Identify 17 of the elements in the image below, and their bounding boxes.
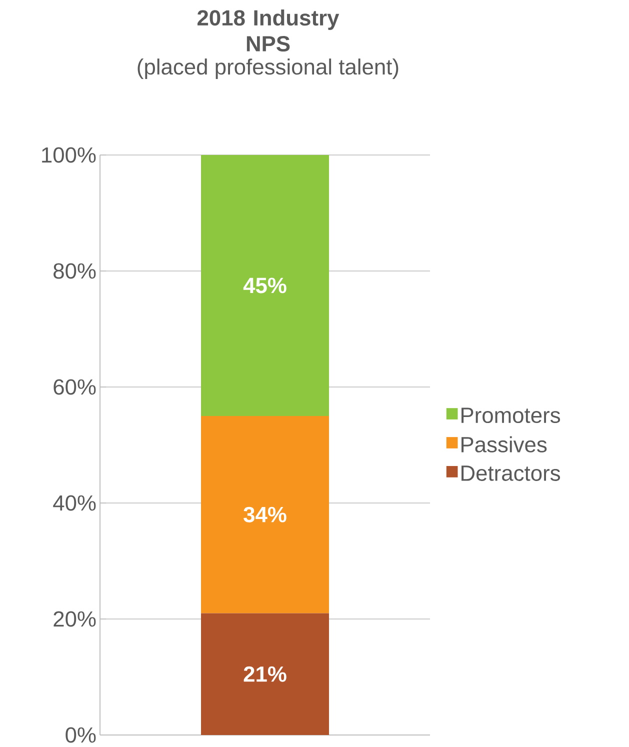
y-tick-label: 80% bbox=[54, 263, 96, 279]
y-tick-label: 40% bbox=[53, 495, 96, 511]
data-label: 34% bbox=[244, 506, 286, 522]
bar bbox=[201, 613, 330, 735]
bar bbox=[201, 154, 330, 416]
bar bbox=[201, 416, 330, 614]
chart-title: 2018 Industry NPS bbox=[198, 10, 340, 52]
legend-label: Passives bbox=[462, 436, 547, 452]
chart-subtitle: (placed professional talent) bbox=[138, 58, 398, 79]
legend-label: Promoters bbox=[462, 408, 560, 424]
data-label: 45% bbox=[243, 278, 286, 294]
y-tick-label: 20% bbox=[54, 611, 96, 627]
y-tick-label: 0% bbox=[66, 727, 96, 743]
data-label: 21% bbox=[244, 666, 286, 682]
legend-label: Detractors bbox=[462, 466, 560, 481]
y-tick-label: 100% bbox=[42, 147, 96, 163]
y-tick-label: 60% bbox=[54, 379, 96, 395]
